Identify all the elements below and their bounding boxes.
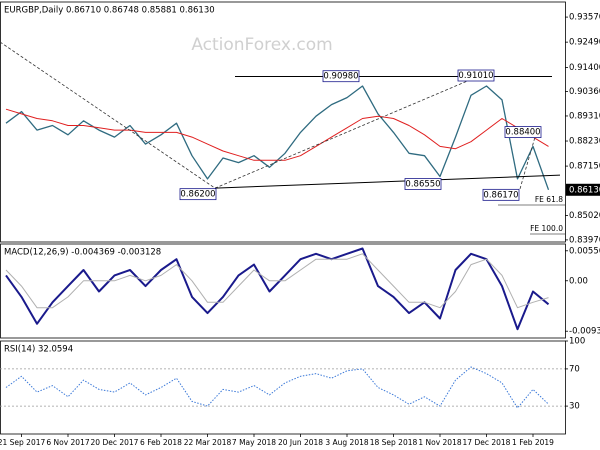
last-price-box — [566, 183, 600, 196]
x-tick-label: 18 Sep 2018 — [370, 438, 418, 447]
y-tick-label: 100 — [569, 337, 585, 347]
x-tick-label: 17 Dec 2018 — [463, 438, 511, 447]
level-box — [179, 188, 217, 201]
series-line — [5, 366, 549, 409]
level-box — [504, 126, 542, 138]
trend-line — [0, 41, 216, 189]
series-line — [5, 247, 550, 331]
y-tick-label: 70 — [569, 364, 580, 374]
watermark: ActionForex.com — [191, 35, 332, 55]
y-tick-label: 0.005567 — [569, 246, 600, 256]
panel-title: RSI(14) 32.0594 — [4, 345, 73, 355]
series-line — [5, 108, 549, 161]
fe-label: FE 100.0 — [530, 224, 563, 233]
x-tick-label: 3 Aug 2018 — [325, 438, 368, 447]
x-tick-label: 20 Dec 2017 — [91, 438, 139, 447]
level-box — [322, 70, 360, 83]
trend-line — [519, 136, 536, 189]
x-tick-label: 7 May 2018 — [232, 438, 276, 447]
y-tick-label: -0.00937 — [569, 327, 600, 337]
x-tick-label: 20 Jun 2018 — [278, 438, 323, 447]
level-label: 0.90980 — [323, 72, 358, 82]
y-tick-label: 0.83970 — [569, 235, 600, 245]
level-label: 0.88400 — [505, 128, 540, 138]
x-tick-label: 21 Sep 2017 — [0, 438, 45, 447]
x-tick-label: 6 Feb 2018 — [140, 438, 182, 447]
fe-label: FE 61.8 — [535, 195, 563, 204]
level-box — [482, 188, 520, 201]
panel-frame — [0, 243, 566, 339]
trend-line — [214, 76, 479, 189]
level-box — [404, 178, 442, 190]
x-tick-label: 1 Nov 2018 — [418, 438, 461, 447]
y-tick-label: 0.00 — [569, 276, 588, 286]
panel-title: EURGBP,Daily 0.86710 0.86748 0.85881 0.8… — [4, 6, 215, 16]
panel-frame — [0, 340, 566, 435]
level-label: 0.91010 — [458, 71, 493, 81]
level-label: 0.86550 — [405, 180, 440, 190]
panel-frame — [0, 1, 566, 243]
series-line — [5, 253, 549, 309]
last-price-label: 0.86130 — [569, 185, 600, 195]
level-label: 0.86200 — [180, 190, 215, 200]
level-box — [457, 69, 495, 82]
x-tick-label: 22 Mar 2018 — [184, 438, 232, 447]
level-label: 0.86170 — [483, 190, 518, 200]
support-line — [214, 174, 561, 189]
panel-title: MACD(12,26,9) -0.004369 -0.003128 — [4, 248, 161, 258]
x-tick-label: 1 Feb 2019 — [512, 438, 554, 447]
y-tick-label: 30 — [569, 402, 580, 412]
x-tick-label: 6 Nov 2017 — [46, 438, 89, 447]
